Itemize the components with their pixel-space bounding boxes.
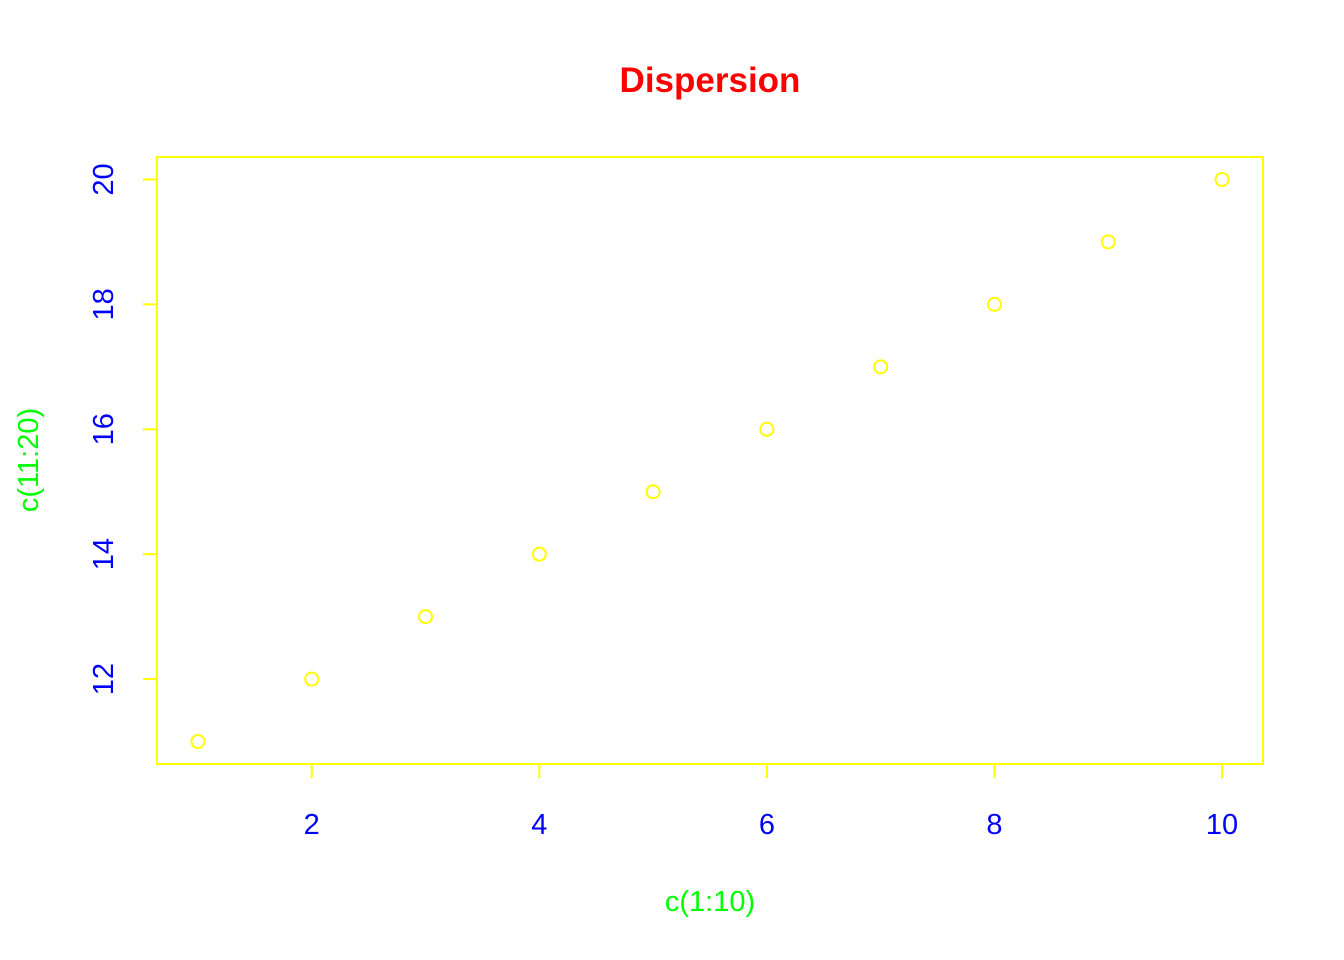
y-tick-label: 20 <box>88 163 120 195</box>
plot-area: 2 4 6 8 10 12 14 16 18 20 <box>88 156 1264 841</box>
data-point <box>1214 171 1230 187</box>
plot-frame <box>156 156 1264 765</box>
data-point <box>531 546 547 562</box>
y-tick-label: 12 <box>88 663 120 695</box>
x-tick-label: 10 <box>1206 809 1238 841</box>
y-tick-label: 14 <box>88 538 120 570</box>
data-point <box>873 359 889 375</box>
x-axis-label: c(1:10) <box>665 886 755 918</box>
x-tick-label: 8 <box>986 809 1002 841</box>
data-point <box>190 734 206 750</box>
data-point <box>418 609 434 625</box>
x-tick-label: 6 <box>759 809 775 841</box>
data-point <box>759 421 775 437</box>
y-tick-label: 18 <box>88 288 120 320</box>
y-axis-label: c(11:20) <box>13 408 45 512</box>
x-tick-label: 4 <box>531 809 547 841</box>
x-tick-label: 2 <box>304 809 320 841</box>
y-tick-label: 16 <box>88 413 120 445</box>
data-point <box>645 484 661 500</box>
data-point <box>304 671 320 687</box>
data-point <box>986 296 1002 312</box>
chart-title: Dispersion <box>620 61 801 100</box>
data-point <box>1100 234 1116 250</box>
